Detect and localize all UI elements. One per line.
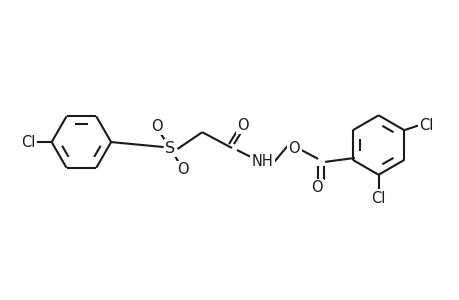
Text: Cl: Cl	[370, 190, 385, 206]
Text: O: O	[236, 118, 248, 133]
Text: O: O	[176, 162, 188, 177]
Text: Cl: Cl	[22, 135, 36, 150]
Text: O: O	[151, 119, 162, 134]
Text: S: S	[165, 140, 175, 155]
Text: Cl: Cl	[418, 118, 433, 133]
Text: NH: NH	[251, 154, 273, 169]
Text: O: O	[288, 140, 300, 155]
Text: O: O	[311, 180, 322, 195]
